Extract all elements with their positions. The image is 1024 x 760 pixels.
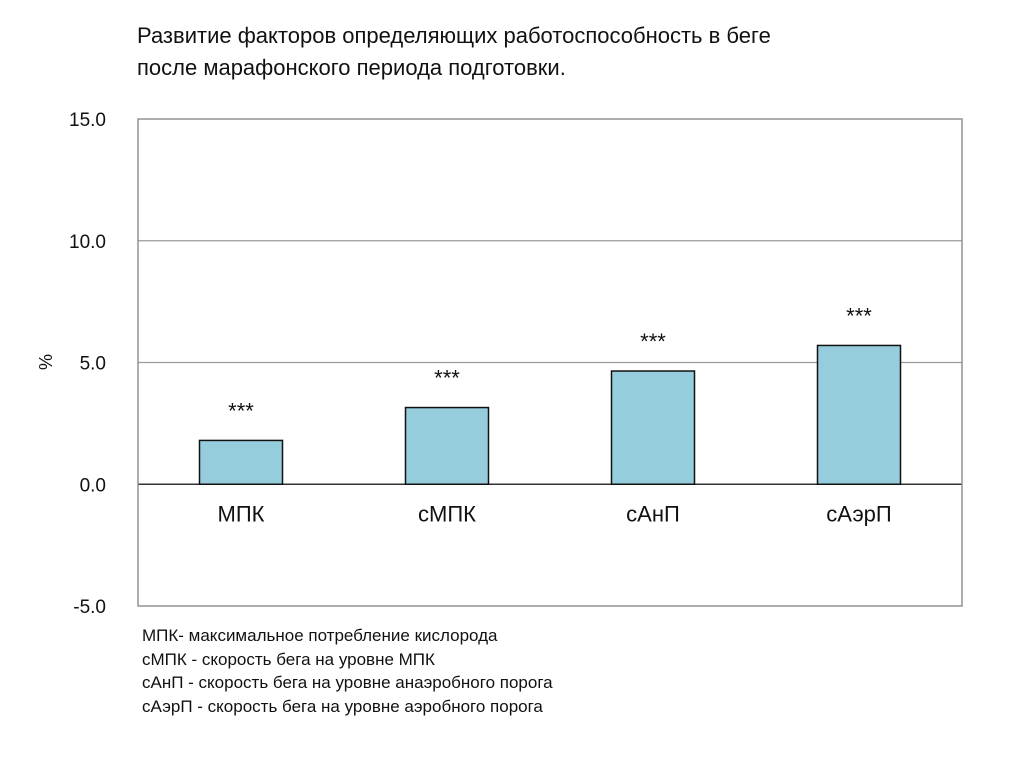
significance-label: *** — [228, 398, 254, 423]
bar — [198, 439, 284, 486]
note-sanp: сАнП - скорость бега на уровне анаэробно… — [142, 673, 553, 692]
note-mpk: МПК- максимальное потребление кислорода — [142, 626, 498, 645]
bar — [404, 406, 490, 485]
chart-title-line-1: Развитие факторов определяющих работоспо… — [137, 23, 771, 48]
y-tick-label: 15.0 — [69, 110, 106, 131]
y-axis-label: % — [36, 354, 56, 370]
plot-frame — [137, 118, 963, 607]
category-label: сАнП — [626, 501, 680, 526]
chart-title-line-2: после марафонского периода подготовки. — [137, 55, 566, 80]
note-smpk: сМПК - скорость бега на уровне МПК — [142, 649, 435, 669]
y-tick-label: 5.0 — [80, 354, 106, 375]
significance-label: *** — [846, 303, 872, 328]
category-label: сМПК — [418, 501, 476, 526]
significance-label: *** — [640, 329, 666, 354]
note-saerp: сАэрП - скорость бега на уровне аэробног… — [142, 696, 543, 716]
bar — [816, 344, 902, 485]
category-label: сАэрП — [826, 501, 891, 526]
bar — [610, 370, 696, 485]
category-label: МПК — [218, 501, 265, 526]
abbreviation-notes: МПК- максимальное потребление кислорода … — [142, 624, 553, 718]
y-tick-label: 10.0 — [69, 232, 106, 253]
chart-title: Развитие факторов определяющих работоспо… — [137, 20, 897, 84]
y-tick-label: 0.0 — [80, 475, 106, 496]
y-tick-label: -5.0 — [73, 597, 106, 618]
significance-label: *** — [434, 366, 460, 391]
